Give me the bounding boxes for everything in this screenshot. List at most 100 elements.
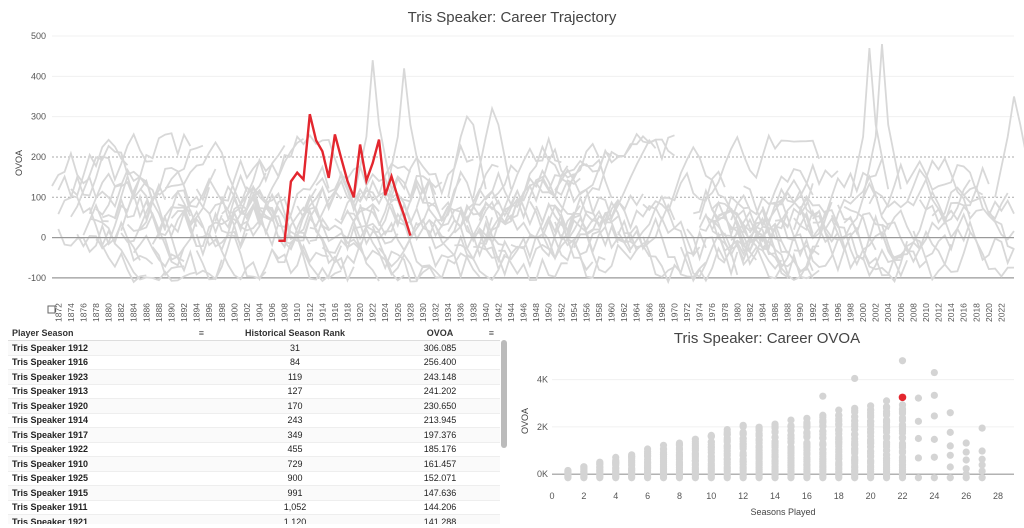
cell-ovoa: 141.288 [423,516,457,524]
x-tick-label: 1920 [355,303,365,322]
cell-player-season: Tris Speaker 1912 [12,342,89,353]
scatter-point [930,435,938,443]
scatter-point [755,425,763,433]
y-tick-label: 300 [31,112,46,122]
cell-rank: 991 [287,487,303,498]
x-tick-label: 1960 [607,303,617,322]
table-row[interactable]: Tris Speaker 1922 455 185.176 [8,443,500,457]
background-trajectories [51,44,1024,285]
scatter-point [564,466,572,475]
table-row[interactable]: Tris Speaker 1910 729 161.457 [8,457,500,472]
table-row[interactable]: Tris Speaker 1920 170 230.650 [8,399,500,414]
background-trajectory-line [560,218,632,255]
scatter-point [787,422,795,430]
background-trajectory-line [309,226,380,282]
x-tick-label: 1880 [104,303,114,322]
background-trajectory-line [95,132,192,217]
background-trajectory-line [541,193,644,261]
background-trajectory-line [988,210,1015,250]
header-ovoa[interactable]: OVOA ≡ [426,328,494,338]
background-trajectory-line [473,201,575,272]
background-trajectory-line [126,211,185,267]
background-trajectory-line [535,158,613,199]
expand-icon [47,305,56,314]
x-tick-label: 1908 [280,303,290,322]
y-tick-label: 0 [41,233,46,243]
background-trajectory-line [849,48,890,198]
x-tick-label: 2014 [946,303,956,322]
scatter-point [643,445,652,453]
background-trajectory-line [447,114,487,198]
background-trajectory-line [271,235,342,281]
scatter-point [596,458,604,466]
background-trajectory-line [57,223,123,254]
scatter-point [978,447,986,455]
table-row[interactable]: Tris Speaker 1923 119 243.148 [8,370,500,385]
table-scrollbar[interactable] [501,340,507,448]
scatter-point [930,474,938,482]
x-tick-label: 1962 [619,303,629,322]
scatter-point [962,465,970,473]
table-row[interactable]: Tris Speaker 1925 900 152.071 [8,472,500,486]
x-tick-label: 20 [866,491,876,501]
background-trajectory-line [793,201,833,254]
x-tick-label: 16 [802,491,812,501]
cell-ovoa: 230.650 [423,400,457,411]
x-tick-label: 8 [677,491,682,501]
background-trajectory-line [881,159,984,215]
background-trajectory-line [862,44,902,198]
header-player-season[interactable]: Player Season ≡ [12,328,204,338]
x-tick-label: 2016 [959,303,969,322]
trajectory-chart: -100 0 100 200 300 400 500 OVOA 1872 1874 1876 1878… [14,31,1024,322]
y-tick-label: 100 [31,192,46,202]
background-trajectory-line [472,105,512,198]
background-trajectory-line [70,144,141,218]
x-tick-label: 1896 [204,303,214,322]
scatter-point [914,417,923,425]
sort-icon[interactable]: ≡ [488,328,494,338]
table-row[interactable]: Tris Speaker 1914 243 213.945 [8,414,500,428]
table-row[interactable]: Tris Speaker 1916 84 256.400 [8,356,500,370]
background-trajectory-line [994,96,1024,198]
x-tick-label: 1954 [569,303,579,322]
x-tick-label: 1878 [91,303,101,322]
highlight-series-line [278,113,412,243]
sort-icon[interactable]: ≡ [198,328,204,338]
header-rank[interactable]: Historical Season Rank [244,328,346,338]
cell-ovoa: 243.148 [423,371,457,382]
background-trajectory-line [510,168,581,220]
x-tick-label: 1980 [732,303,742,322]
table-row[interactable]: Tris Speaker 1913 127 241.202 [8,385,500,399]
scatter-title: Tris Speaker: Career OVOA [673,330,861,347]
scatter-point [978,461,986,469]
x-tick-label: 1918 [343,303,353,322]
x-tick-label: 1942 [493,303,503,322]
table-row[interactable]: Tris Speaker 1915 991 147.636 [8,486,500,501]
background-trajectory-line [491,163,518,200]
background-trajectory-line [761,174,889,244]
scatter-point [962,448,970,456]
chart-title: Tris Speaker: Career Trajectory [407,9,617,26]
x-tick-label: 1956 [581,303,591,322]
x-tick-label: 2008 [908,303,918,322]
table-row[interactable]: Tris Speaker 1912 31 306.085 [8,341,500,356]
cell-player-season: Tris Speaker 1911 [12,502,88,513]
scatter-point [851,422,859,430]
background-trajectory-line [352,60,393,198]
table-row[interactable]: Tris Speaker 1911 1,052 144.206 [8,501,500,515]
background-trajectory-line [101,173,192,232]
x-tick-label: 1934 [443,303,453,322]
table-row[interactable]: Tris Speaker 1921 1,120 141.288 [8,515,500,524]
x-tick-label: 1886 [141,303,151,322]
x-tick-label: 28 [993,491,1003,501]
cell-ovoa: 241.202 [423,386,457,397]
scatter-point [835,406,843,414]
scatter-point [675,439,684,447]
scatter-point [946,442,954,450]
scatter-point [835,420,843,428]
scatter-point [739,421,747,429]
x-tick-label: 1892 [179,303,189,322]
table-row[interactable]: Tris Speaker 1917 349 197.376 [8,428,500,443]
scatter-point [819,392,827,400]
scatter-point [946,409,954,417]
